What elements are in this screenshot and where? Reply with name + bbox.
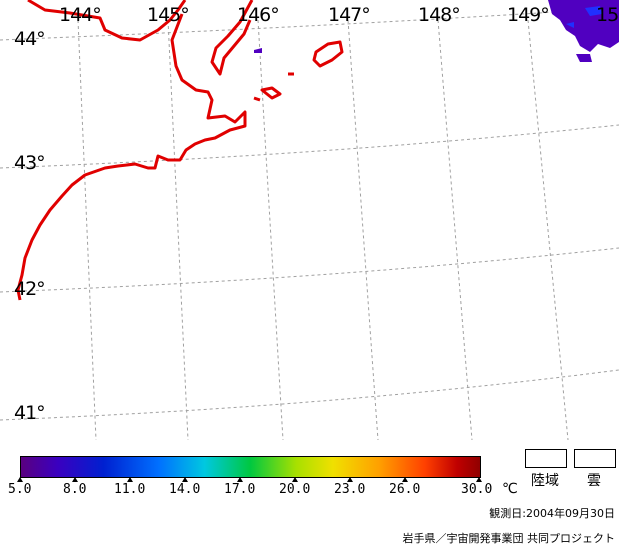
longitude-label-147: 147°	[328, 4, 371, 26]
meridian-145	[167, 19, 189, 440]
cloud-legend-swatch	[574, 449, 616, 468]
scale-label-17: 17.0	[224, 482, 256, 497]
scale-label-23: 23.0	[334, 482, 366, 497]
scale-label-11: 11.0	[114, 482, 146, 497]
longitude-label-146: 146°	[237, 4, 280, 26]
longitude-label-144: 144°	[59, 4, 102, 26]
latitude-label-43: 43°	[14, 152, 46, 174]
kunashiri-island	[210, 0, 254, 76]
temperature-color-scale	[20, 456, 481, 478]
cloud-highlight	[566, 6, 602, 28]
scale-label-20: 20.0	[279, 482, 311, 497]
cloud-legend-label: 雲	[587, 473, 601, 489]
hokkaido-coast	[16, 0, 247, 301]
longitude-label-149: 149°	[507, 4, 550, 26]
meridian-144	[77, 19, 97, 440]
scale-tick	[402, 477, 408, 482]
sea-surface-temperature-map	[0, 0, 619, 440]
scale-tick	[17, 477, 23, 482]
sea-area	[0, 0, 619, 440]
coastline	[16, 0, 344, 301]
scale-tick	[476, 477, 482, 482]
parallel-41	[0, 369, 619, 421]
longitude-label-150: 150°	[596, 4, 619, 26]
scale-label-8: 8.0	[63, 482, 87, 497]
latitude-label-44: 44°	[14, 28, 46, 50]
scale-tick	[182, 477, 188, 482]
scale-tick	[292, 477, 298, 482]
meridian-148	[437, 19, 473, 440]
land-legend-label: 陸域	[531, 473, 559, 489]
habomai-islands	[253, 72, 294, 102]
graticule	[0, 7, 619, 440]
land-legend-swatch	[525, 449, 567, 468]
observation-date: 観測日:2004年09月30日	[489, 507, 615, 520]
scale-tick	[347, 477, 353, 482]
latitude-label-42: 42°	[14, 278, 46, 300]
latitude-label-41: 41°	[14, 402, 46, 424]
cloud-highlights	[566, 6, 602, 28]
temperature-unit: ℃	[502, 481, 518, 497]
scale-label-26: 26.0	[389, 482, 421, 497]
scale-label-30: 30.0	[461, 482, 493, 497]
cloud-patch-small	[576, 54, 592, 62]
shikotan-island	[312, 40, 344, 68]
scale-label-14: 14.0	[169, 482, 201, 497]
parallel-42	[0, 247, 619, 293]
cloud-speck	[254, 48, 262, 53]
scale-label-5: 5.0	[8, 482, 32, 497]
scale-tick	[237, 477, 243, 482]
longitude-label-145: 145°	[147, 4, 190, 26]
meridian-147	[347, 19, 379, 440]
credit-text: 岩手県／宇宙開発事業団 共同プロジェクト	[402, 532, 616, 545]
meridian-146	[257, 19, 284, 440]
meridian-149	[527, 19, 569, 440]
scale-tick	[127, 477, 133, 482]
longitude-label-148: 148°	[418, 4, 461, 26]
scale-tick	[72, 477, 78, 482]
parallel-44	[0, 7, 619, 41]
